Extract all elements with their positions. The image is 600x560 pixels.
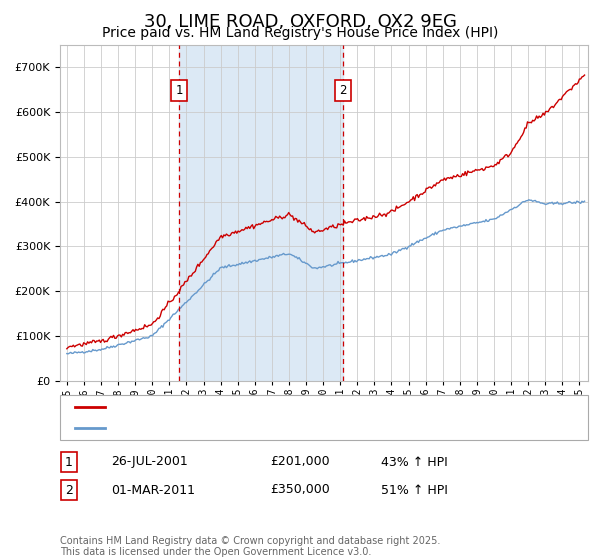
- Text: 1: 1: [175, 83, 183, 97]
- Text: 2: 2: [339, 83, 347, 97]
- Text: 51% ↑ HPI: 51% ↑ HPI: [381, 483, 448, 497]
- Text: 30, LIME ROAD, OXFORD, OX2 9EG (semi-detached house): 30, LIME ROAD, OXFORD, OX2 9EG (semi-det…: [111, 400, 455, 413]
- Text: 26-JUL-2001: 26-JUL-2001: [111, 455, 188, 469]
- Text: 2: 2: [65, 483, 73, 497]
- Text: 1: 1: [65, 455, 73, 469]
- Text: HPI: Average price, semi-detached house, Vale of White Horse: HPI: Average price, semi-detached house,…: [111, 421, 478, 434]
- Bar: [179, 45, 343, 381]
- Text: Price paid vs. HM Land Registry's House Price Index (HPI): Price paid vs. HM Land Registry's House …: [102, 26, 498, 40]
- Text: £201,000: £201,000: [270, 455, 329, 469]
- Text: 30, LIME ROAD, OXFORD, OX2 9EG: 30, LIME ROAD, OXFORD, OX2 9EG: [143, 13, 457, 31]
- Text: Contains HM Land Registry data © Crown copyright and database right 2025.
This d: Contains HM Land Registry data © Crown c…: [60, 535, 440, 557]
- Text: £350,000: £350,000: [270, 483, 330, 497]
- Text: 43% ↑ HPI: 43% ↑ HPI: [381, 455, 448, 469]
- Text: 01-MAR-2011: 01-MAR-2011: [111, 483, 195, 497]
